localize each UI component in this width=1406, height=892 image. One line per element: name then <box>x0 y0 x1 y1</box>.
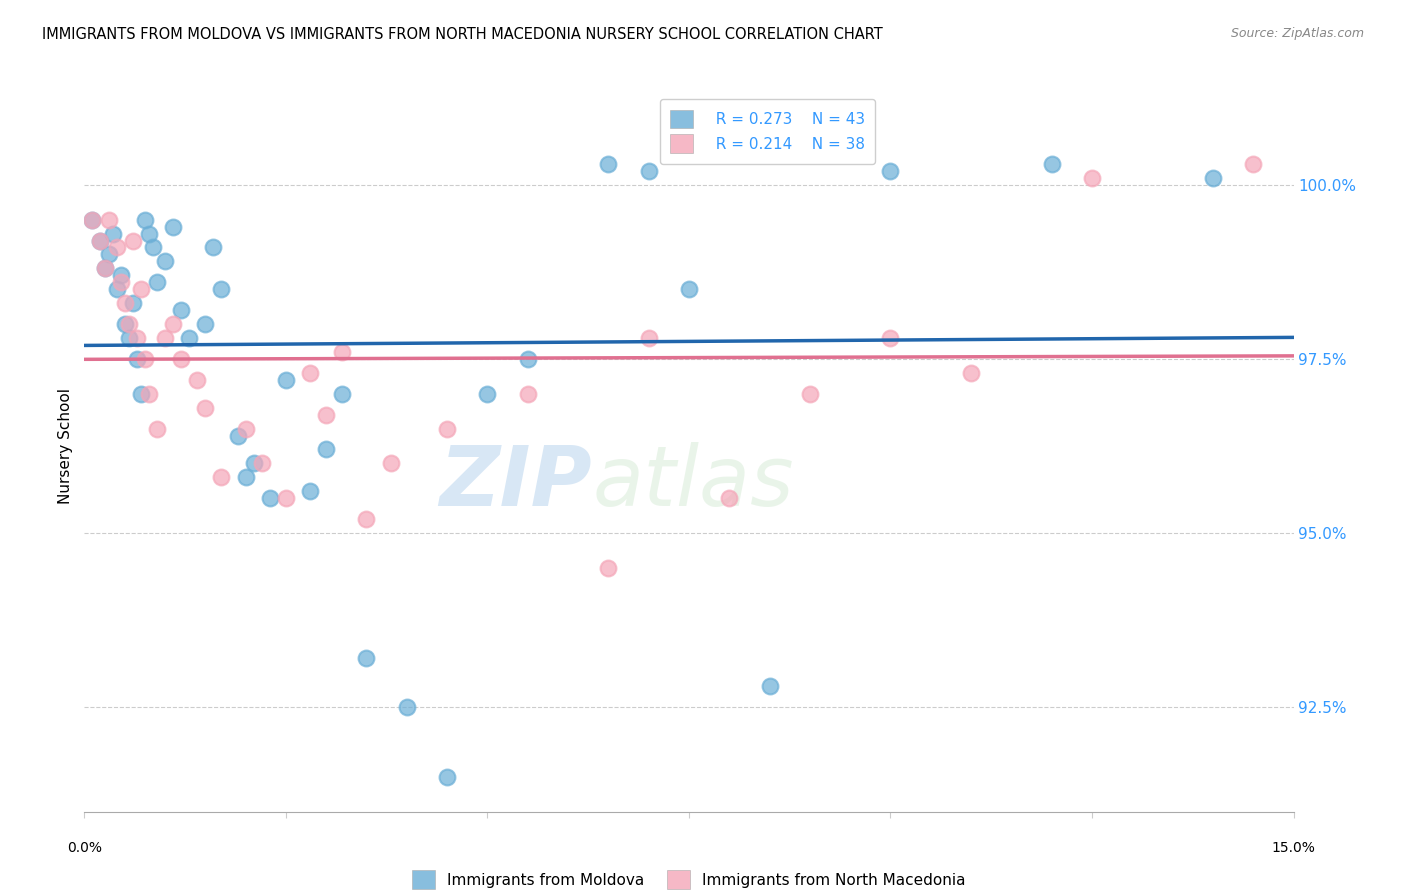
Point <box>678 282 700 296</box>
Point <box>170 303 193 318</box>
Point <box>436 421 458 435</box>
Point <box>121 296 143 310</box>
Text: 15.0%: 15.0% <box>1271 841 1316 855</box>
Point <box>356 512 378 526</box>
Point <box>142 240 165 254</box>
Point <box>114 296 136 310</box>
Point <box>138 386 160 401</box>
Point <box>125 351 148 366</box>
Point <box>179 331 201 345</box>
Point <box>89 234 111 248</box>
Point <box>129 386 152 401</box>
Point <box>121 234 143 248</box>
Point <box>105 282 128 296</box>
Point <box>1040 157 1063 171</box>
Point <box>299 366 322 380</box>
Point <box>93 261 115 276</box>
Y-axis label: Nursery School: Nursery School <box>58 388 73 504</box>
Point <box>194 317 217 331</box>
Point <box>315 442 337 457</box>
Point <box>274 373 297 387</box>
Point <box>1081 170 1104 185</box>
Point <box>114 317 136 331</box>
Point <box>356 651 378 665</box>
Point <box>153 254 176 268</box>
Point <box>153 331 176 345</box>
Point <box>138 227 160 241</box>
Point <box>162 317 184 331</box>
Point <box>242 457 264 471</box>
Point <box>235 421 257 435</box>
Point <box>82 212 104 227</box>
Point <box>637 164 659 178</box>
Text: IMMIGRANTS FROM MOLDOVA VS IMMIGRANTS FROM NORTH MACEDONIA NURSERY SCHOOL CORREL: IMMIGRANTS FROM MOLDOVA VS IMMIGRANTS FR… <box>42 27 883 42</box>
Point <box>146 275 169 289</box>
Text: ZIP: ZIP <box>440 442 592 523</box>
Point <box>146 421 169 435</box>
Point <box>1241 157 1264 171</box>
Point <box>598 561 620 575</box>
Point <box>110 275 132 289</box>
Point <box>879 331 901 345</box>
Point <box>118 331 141 345</box>
Point <box>250 457 273 471</box>
Point <box>598 157 620 171</box>
Point <box>162 219 184 234</box>
Point <box>134 212 156 227</box>
Point <box>516 351 538 366</box>
Point <box>97 247 120 261</box>
Point <box>330 386 353 401</box>
Text: 0.0%: 0.0% <box>67 841 101 855</box>
Point <box>960 366 983 380</box>
Text: Source: ZipAtlas.com: Source: ZipAtlas.com <box>1230 27 1364 40</box>
Legend: Immigrants from Moldova, Immigrants from North Macedonia: Immigrants from Moldova, Immigrants from… <box>401 860 977 892</box>
Point <box>516 386 538 401</box>
Point <box>101 227 124 241</box>
Point <box>110 268 132 283</box>
Point <box>274 491 297 506</box>
Point <box>202 240 225 254</box>
Point <box>477 386 499 401</box>
Point <box>395 700 418 714</box>
Point <box>186 373 208 387</box>
Point <box>718 491 741 506</box>
Text: atlas: atlas <box>592 442 794 523</box>
Point <box>226 428 249 442</box>
Point <box>235 470 257 484</box>
Point <box>637 331 659 345</box>
Point <box>118 317 141 331</box>
Point <box>799 386 821 401</box>
Point <box>209 470 232 484</box>
Point <box>89 234 111 248</box>
Point <box>134 351 156 366</box>
Point <box>194 401 217 415</box>
Point <box>436 770 458 784</box>
Point <box>105 240 128 254</box>
Point <box>170 351 193 366</box>
Point <box>879 164 901 178</box>
Point <box>299 484 322 499</box>
Point <box>315 408 337 422</box>
Point <box>82 212 104 227</box>
Point <box>97 212 120 227</box>
Point <box>330 345 353 359</box>
Point <box>209 282 232 296</box>
Point <box>758 679 780 693</box>
Point <box>129 282 152 296</box>
Point <box>125 331 148 345</box>
Point <box>259 491 281 506</box>
Point <box>380 457 402 471</box>
Point <box>93 261 115 276</box>
Point <box>1202 170 1225 185</box>
